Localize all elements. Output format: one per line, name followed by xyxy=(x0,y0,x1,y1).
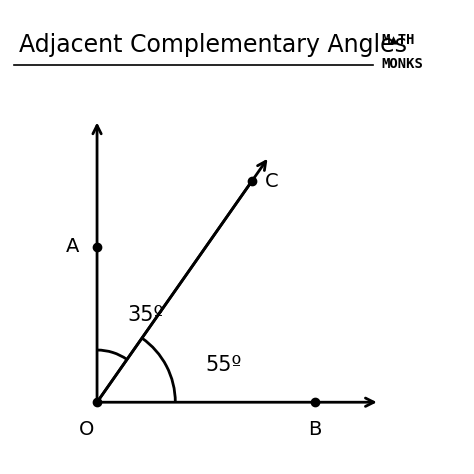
Text: A: A xyxy=(66,237,80,256)
Text: Adjacent Complementary Angles: Adjacent Complementary Angles xyxy=(19,33,407,57)
Text: B: B xyxy=(308,419,321,438)
Text: 35º: 35º xyxy=(128,305,164,325)
Text: M▲TH: M▲TH xyxy=(382,33,415,46)
Text: 55º: 55º xyxy=(206,355,242,375)
Text: C: C xyxy=(264,172,278,191)
Text: MONKS: MONKS xyxy=(382,56,424,71)
Text: O: O xyxy=(79,419,94,438)
